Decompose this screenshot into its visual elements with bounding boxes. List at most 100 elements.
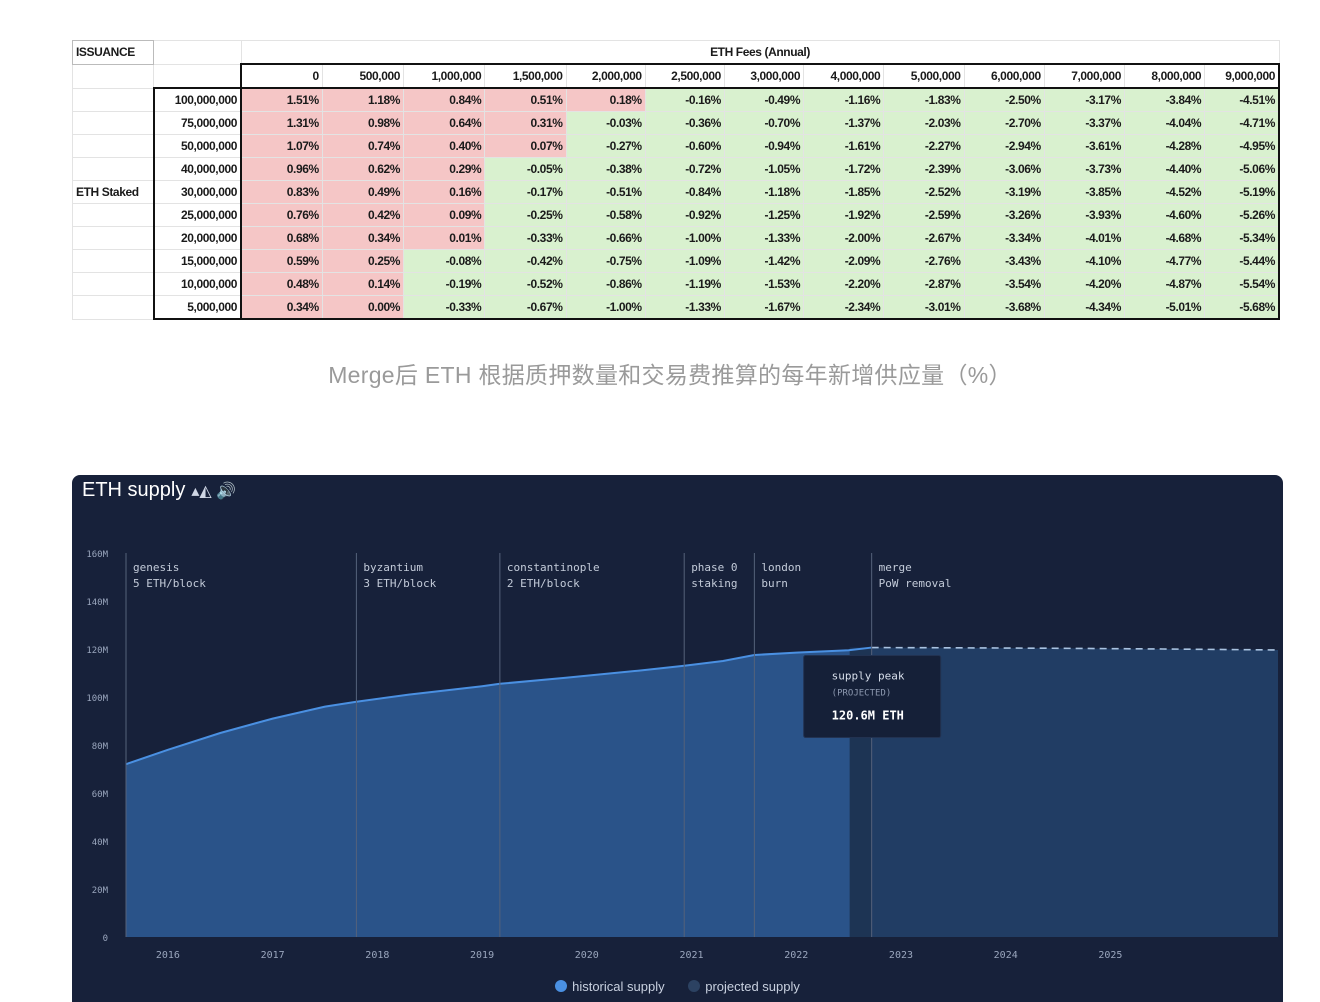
issuance-value-cell[interactable]: -1.92% xyxy=(803,203,885,227)
issuance-value-cell[interactable]: 0.14% xyxy=(321,272,405,296)
issuance-value-cell[interactable]: -0.94% xyxy=(723,134,805,158)
fee-column-header[interactable]: 1,500,000 xyxy=(484,63,567,89)
issuance-value-cell[interactable]: 0.00% xyxy=(321,295,405,320)
issuance-value-cell[interactable]: 0.76% xyxy=(240,203,323,227)
issuance-value-cell[interactable]: -0.92% xyxy=(644,203,725,227)
issuance-value-cell[interactable]: -1.19% xyxy=(644,272,725,296)
issuance-value-cell[interactable]: -4.10% xyxy=(1043,249,1125,273)
issuance-value-cell[interactable]: -0.75% xyxy=(565,249,646,273)
issuance-value-cell[interactable]: -0.52% xyxy=(484,272,567,296)
eth-staked-label[interactable]: ETH Staked xyxy=(71,180,155,204)
issuance-value-cell[interactable]: -0.36% xyxy=(644,111,725,135)
fee-column-header[interactable]: 5,000,000 xyxy=(883,63,965,89)
issuance-value-cell[interactable]: 0.51% xyxy=(484,87,567,112)
issuance-value-cell[interactable]: -1.67% xyxy=(723,295,805,320)
issuance-value-cell[interactable]: -1.72% xyxy=(803,157,885,181)
issuance-value-cell[interactable]: -2.20% xyxy=(803,272,885,296)
issuance-value-cell[interactable]: -4.87% xyxy=(1123,272,1206,296)
issuance-value-cell[interactable]: 1.18% xyxy=(321,87,405,112)
issuance-value-cell[interactable]: -1.33% xyxy=(644,295,725,320)
issuance-value-cell[interactable]: 0.64% xyxy=(403,111,486,135)
issuance-value-cell[interactable]: -4.77% xyxy=(1123,249,1206,273)
issuance-value-cell[interactable]: 0.34% xyxy=(240,295,323,320)
issuance-value-cell[interactable]: 0.59% xyxy=(240,249,323,273)
staked-amount-cell[interactable]: 25,000,000 xyxy=(152,203,243,227)
issuance-value-cell[interactable]: -3.93% xyxy=(1043,203,1125,227)
issuance-value-cell[interactable]: 0.34% xyxy=(321,226,405,250)
issuance-value-cell[interactable]: -2.34% xyxy=(803,295,885,320)
issuance-value-cell[interactable]: -1.09% xyxy=(644,249,725,273)
issuance-value-cell[interactable]: -2.03% xyxy=(883,111,965,135)
issuance-value-cell[interactable]: 0.48% xyxy=(240,272,323,296)
issuance-value-cell[interactable]: -0.67% xyxy=(484,295,567,320)
issuance-value-cell[interactable]: -5.68% xyxy=(1204,295,1281,320)
issuance-value-cell[interactable]: -2.50% xyxy=(963,87,1045,112)
issuance-value-cell[interactable]: 0.29% xyxy=(403,157,486,181)
issuance-value-cell[interactable]: -4.34% xyxy=(1043,295,1125,320)
issuance-value-cell[interactable]: -4.51% xyxy=(1204,87,1281,112)
issuance-value-cell[interactable]: -1.53% xyxy=(723,272,805,296)
issuance-value-cell[interactable]: -3.26% xyxy=(963,203,1045,227)
empty-cell[interactable] xyxy=(71,249,155,273)
issuance-value-cell[interactable]: -4.40% xyxy=(1123,157,1206,181)
issuance-value-cell[interactable]: -4.68% xyxy=(1123,226,1206,250)
issuance-value-cell[interactable]: -1.42% xyxy=(723,249,805,273)
issuance-value-cell[interactable]: 0.74% xyxy=(321,134,405,158)
issuance-value-cell[interactable]: -4.01% xyxy=(1043,226,1125,250)
issuance-value-cell[interactable]: -5.06% xyxy=(1204,157,1281,181)
issuance-value-cell[interactable]: -0.58% xyxy=(565,203,646,227)
issuance-value-cell[interactable]: -1.61% xyxy=(803,134,885,158)
staked-amount-cell[interactable]: 50,000,000 xyxy=(152,134,243,158)
issuance-value-cell[interactable]: -0.33% xyxy=(484,226,567,250)
fee-column-header[interactable]: 8,000,000 xyxy=(1123,63,1206,89)
issuance-value-cell[interactable]: -2.27% xyxy=(883,134,965,158)
issuance-value-cell[interactable]: 0.49% xyxy=(321,180,405,204)
corner-cell[interactable] xyxy=(153,63,243,89)
empty-cell[interactable] xyxy=(153,40,242,65)
issuance-value-cell[interactable]: -3.61% xyxy=(1043,134,1125,158)
issuance-value-cell[interactable]: -3.73% xyxy=(1043,157,1125,181)
issuance-value-cell[interactable]: -5.34% xyxy=(1204,226,1281,250)
staked-amount-cell[interactable]: 5,000,000 xyxy=(152,295,243,320)
empty-cell[interactable] xyxy=(71,111,155,135)
empty-cell[interactable] xyxy=(71,134,155,158)
issuance-label[interactable]: ISSUANCE xyxy=(71,40,155,65)
issuance-value-cell[interactable]: 0.09% xyxy=(403,203,486,227)
issuance-value-cell[interactable]: -5.19% xyxy=(1204,180,1281,204)
issuance-value-cell[interactable]: -5.26% xyxy=(1204,203,1281,227)
issuance-value-cell[interactable]: 0.40% xyxy=(403,134,486,158)
issuance-value-cell[interactable]: -4.04% xyxy=(1123,111,1206,135)
issuance-value-cell[interactable]: -0.08% xyxy=(403,249,486,273)
issuance-value-cell[interactable]: 0.96% xyxy=(240,157,323,181)
issuance-value-cell[interactable]: 0.01% xyxy=(403,226,486,250)
issuance-value-cell[interactable]: -3.43% xyxy=(963,249,1045,273)
issuance-value-cell[interactable]: 0.16% xyxy=(403,180,486,204)
staked-amount-cell[interactable]: 75,000,000 xyxy=(152,111,243,135)
fee-column-header[interactable]: 500,000 xyxy=(321,63,405,89)
issuance-value-cell[interactable]: -3.01% xyxy=(883,295,965,320)
issuance-value-cell[interactable]: -3.84% xyxy=(1123,87,1206,112)
issuance-value-cell[interactable]: 0.25% xyxy=(321,249,405,273)
legend-historical[interactable]: historical supply xyxy=(555,979,665,994)
issuance-value-cell[interactable]: -2.00% xyxy=(803,226,885,250)
issuance-value-cell[interactable]: 0.98% xyxy=(321,111,405,135)
fee-column-header[interactable]: 6,000,000 xyxy=(963,63,1045,89)
issuance-value-cell[interactable]: -1.83% xyxy=(883,87,965,112)
issuance-value-cell[interactable]: -0.70% xyxy=(723,111,805,135)
fee-column-header[interactable]: 9,000,000 xyxy=(1204,63,1281,89)
issuance-value-cell[interactable]: -0.19% xyxy=(403,272,486,296)
issuance-value-cell[interactable]: -0.66% xyxy=(565,226,646,250)
issuance-value-cell[interactable]: -0.17% xyxy=(484,180,567,204)
issuance-value-cell[interactable]: -0.33% xyxy=(403,295,486,320)
issuance-value-cell[interactable]: -0.16% xyxy=(644,87,725,112)
issuance-value-cell[interactable]: -3.68% xyxy=(963,295,1045,320)
issuance-value-cell[interactable]: -0.03% xyxy=(565,111,646,135)
issuance-value-cell[interactable]: -0.05% xyxy=(484,157,567,181)
staked-amount-cell[interactable]: 30,000,000 xyxy=(152,180,243,204)
issuance-value-cell[interactable]: -0.25% xyxy=(484,203,567,227)
issuance-value-cell[interactable]: -3.54% xyxy=(963,272,1045,296)
issuance-value-cell[interactable]: 1.31% xyxy=(240,111,323,135)
issuance-value-cell[interactable]: -3.17% xyxy=(1043,87,1125,112)
issuance-value-cell[interactable]: -2.59% xyxy=(883,203,965,227)
fee-column-header[interactable]: 4,000,000 xyxy=(803,63,885,89)
